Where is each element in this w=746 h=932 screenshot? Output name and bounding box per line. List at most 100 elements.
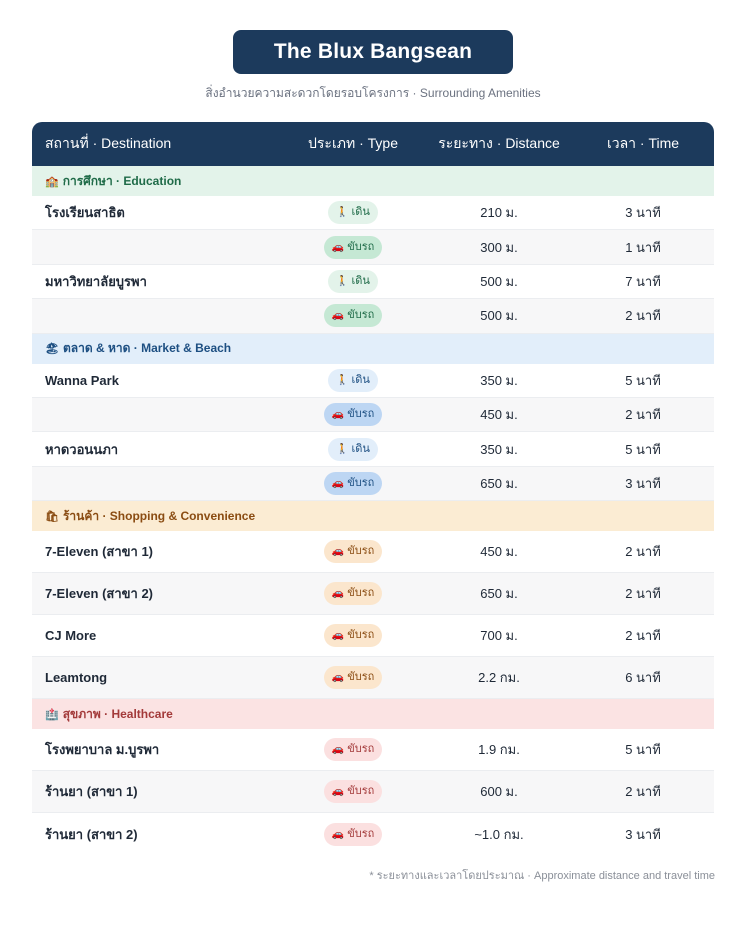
- person-walking-icon: 🚶: [336, 443, 349, 455]
- table-row: หาดวอนนภา 🚶 เดิน 350 ม. 5 นาที: [32, 432, 714, 467]
- distance-value: 1.9 กม.: [478, 742, 520, 758]
- time-value: 5 นาที: [625, 372, 661, 388]
- header-distance: ระยะทาง · Distance: [438, 135, 560, 151]
- category-label: การศึกษา · Education: [62, 173, 182, 188]
- time-value: 3 นาที: [625, 205, 661, 221]
- header-destination: สถานที่ · Destination: [45, 135, 172, 151]
- time-value: 5 นาที: [625, 742, 661, 758]
- category-label: ร้านค้า · Shopping & Convenience: [62, 508, 256, 523]
- car-icon: 🚗: [331, 241, 345, 253]
- table-row: 7-Eleven (สาขา 2) 🚗 ขับรถ 650 ม. 2 นาที: [32, 573, 714, 616]
- table-row: โรงพยาบาล ม.บูรพา 🚗 ขับรถ 1.9 กม. 5 นาที: [32, 729, 714, 772]
- footnote: * ระยะทางและเวลาโดยประมาณ · Approximate …: [369, 870, 715, 882]
- car-icon: 🚗: [331, 477, 345, 489]
- table-row: Wanna Park 🚶 เดิน 350 ม. 5 นาที: [32, 364, 714, 398]
- type-badge: 🚶 เดิน: [328, 368, 378, 392]
- distance-value: 350 ม.: [480, 372, 518, 388]
- header-time: เวลา · Time: [606, 135, 680, 151]
- time-value: 6 นาที: [625, 670, 661, 686]
- destination-name: หาดวอนนภา: [45, 441, 119, 457]
- destination-name: Wanna Park: [45, 372, 119, 388]
- person-walking-icon: 🚶: [336, 374, 349, 386]
- type-badge: 🚗 ขับรถ: [323, 304, 383, 328]
- header-type: ประเภท · Type: [308, 135, 398, 151]
- time-value: 3 นาที: [625, 826, 661, 842]
- type-badge: 🚶 เดิน: [328, 437, 378, 461]
- type-badge: 🚗 ขับรถ: [323, 666, 383, 690]
- car-icon: 🚗: [331, 546, 345, 558]
- time-value: 2 นาที: [625, 586, 661, 602]
- type-badge: 🚗 ขับรถ: [323, 624, 383, 648]
- category-education: 🏫 การศึกษา · Education: [32, 166, 714, 196]
- type-badge: 🚶 เดิน: [328, 201, 378, 225]
- car-icon: 🚗: [331, 828, 345, 840]
- distance-value: 650 ม.: [480, 586, 518, 602]
- destination-name: ร้านยา (สาขา 2): [45, 826, 138, 842]
- type-badge: 🚗 ขับรถ: [323, 582, 383, 606]
- car-icon: 🚗: [331, 588, 345, 600]
- type-badge: 🚗 ขับรถ: [323, 738, 383, 762]
- category-market-beach: 🏖 ตลาด & หาด · Market & Beach: [32, 333, 714, 364]
- table-row: 🚗 ขับรถ 500 ม. 2 นาที: [32, 299, 714, 334]
- destination-name: 7-Eleven (สาขา 1): [45, 544, 154, 560]
- distance-value: 600 ม.: [480, 784, 518, 800]
- distance-value: 500 ม.: [480, 308, 518, 324]
- car-icon: 🚗: [331, 786, 345, 798]
- table-row: ร้านยา (สาขา 2) 🚗 ขับรถ ~1.0 กม. 3 นาที: [32, 813, 714, 855]
- time-value: 1 นาที: [625, 239, 661, 255]
- shopping-bags-icon: 🛍: [45, 510, 59, 523]
- type-badge: 🚗 ขับรถ: [323, 235, 383, 259]
- time-value: 5 นาที: [625, 441, 661, 457]
- time-value: 7 นาที: [625, 273, 661, 289]
- person-walking-icon: 🚶: [336, 207, 349, 219]
- table-row: 🚗 ขับรถ 300 ม. 1 นาที: [32, 230, 714, 265]
- category-label: สุขภาพ · Healthcare: [62, 706, 173, 721]
- table-row: โรงเรียนสาธิต 🚶 เดิน 210 ม. 3 นาที: [32, 196, 714, 231]
- time-value: 3 นาที: [625, 475, 661, 491]
- amenities-table: สถานที่ · Destination ประเภท · Type ระยะ…: [32, 122, 714, 855]
- distance-value: 650 ม.: [480, 475, 518, 491]
- destination-name: CJ More: [45, 628, 97, 644]
- school-icon: 🏫: [45, 175, 59, 188]
- category-shopping: 🛍 ร้านค้า · Shopping & Convenience: [32, 501, 714, 532]
- type-badge: 🚗 ขับรถ: [323, 471, 383, 495]
- table-header: สถานที่ · Destination ประเภท · Type ระยะ…: [32, 122, 714, 166]
- person-walking-icon: 🚶: [336, 275, 349, 287]
- car-icon: 🚗: [331, 409, 345, 421]
- table-row: ร้านยา (สาขา 1) 🚗 ขับรถ 600 ม. 2 นาที: [32, 771, 714, 814]
- destination-name: ร้านยา (สาขา 1): [45, 784, 138, 800]
- car-icon: 🚗: [331, 672, 345, 684]
- time-value: 2 นาที: [625, 628, 661, 644]
- car-icon: 🚗: [331, 630, 345, 642]
- destination-name: Leamtong: [45, 670, 108, 686]
- distance-value: ~1.0 กม.: [474, 826, 524, 842]
- page-title: The Blux Bangsean: [233, 30, 513, 74]
- car-icon: 🚗: [331, 744, 345, 756]
- table-row: 7-Eleven (สาขา 1) 🚗 ขับรถ 450 ม. 2 นาที: [32, 531, 714, 574]
- table-row: Leamtong 🚗 ขับรถ 2.2 กม. 6 นาที: [32, 657, 714, 700]
- distance-value: 700 ม.: [480, 628, 518, 644]
- distance-value: 500 ม.: [480, 273, 518, 289]
- table-row: 🚗 ขับรถ 450 ม. 2 นาที: [32, 397, 714, 433]
- type-badge: 🚗 ขับรถ: [323, 822, 383, 846]
- destination-name: โรงพยาบาล ม.บูรพา: [45, 742, 160, 758]
- car-icon: 🚗: [331, 310, 345, 322]
- type-badge: 🚗 ขับรถ: [323, 780, 383, 804]
- distance-value: 450 ม.: [480, 407, 518, 423]
- category-healthcare: 🏥 สุขภาพ · Healthcare: [32, 699, 714, 730]
- distance-value: 300 ม.: [480, 239, 518, 255]
- table-row: CJ More 🚗 ขับรถ 700 ม. 2 นาที: [32, 615, 714, 658]
- page-subtitle: สิ่งอำนวยความสะดวกโดยรอบโครงการ · Surrou…: [205, 86, 541, 100]
- table-row: มหาวิทยาลัยบูรพา 🚶 เดิน 500 ม. 7 นาที: [32, 265, 714, 300]
- type-badge: 🚗 ขับรถ: [323, 403, 383, 427]
- time-value: 2 นาที: [625, 544, 661, 560]
- type-badge: 🚗 ขับรถ: [323, 540, 383, 564]
- category-label: ตลาด & หาด · Market & Beach: [62, 341, 232, 356]
- time-value: 2 นาที: [625, 407, 661, 423]
- destination-name: มหาวิทยาลัยบูรพา: [45, 273, 147, 289]
- destination-name: 7-Eleven (สาขา 2): [45, 586, 154, 602]
- table-row: 🚗 ขับรถ 650 ม. 3 นาที: [32, 466, 714, 502]
- distance-value: 450 ม.: [480, 544, 518, 560]
- destination-name: โรงเรียนสาธิต: [45, 205, 125, 221]
- beach-umbrella-icon: 🏖: [45, 343, 59, 356]
